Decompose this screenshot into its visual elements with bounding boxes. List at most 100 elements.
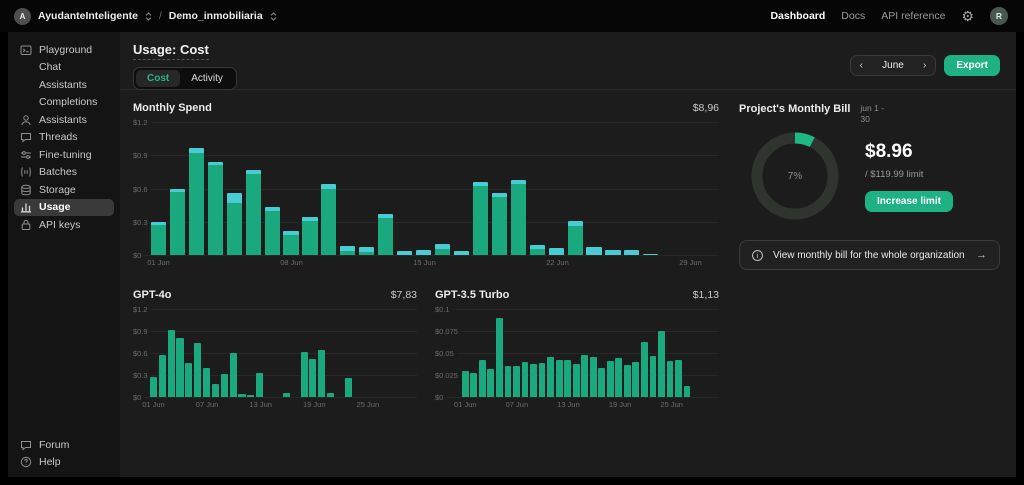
- bar-slot: [504, 309, 513, 397]
- spend-bar: [256, 372, 264, 397]
- sidebar-item-storage[interactable]: Storage: [14, 181, 114, 199]
- usage-percent: 7%: [787, 170, 803, 182]
- chevron-updown-icon[interactable]: [270, 11, 277, 21]
- sidebar-item-assistants[interactable]: Assistants: [14, 111, 114, 129]
- bar-slot: [691, 309, 700, 397]
- bar-segment-main: [658, 331, 665, 397]
- sidebar-item-playground[interactable]: Playground: [14, 41, 114, 59]
- sidebar-item-forum[interactable]: Forum: [14, 436, 114, 454]
- y-axis-tick: $0.075: [435, 328, 461, 336]
- x-axis: 01 Jun 07 Jun 13 Jun 19 Jun 25 Jun: [454, 400, 719, 412]
- increase-limit-button[interactable]: Increase limit: [865, 190, 953, 212]
- tab-activity[interactable]: Activity: [191, 73, 223, 84]
- y-axis-tick: $1.2: [133, 306, 151, 314]
- sidebar-item-api-keys[interactable]: API keys: [14, 216, 114, 234]
- nav-link-api-reference[interactable]: API reference: [881, 10, 946, 22]
- help-icon: [20, 456, 32, 468]
- gridline: $0: [435, 394, 719, 402]
- bar-slot: [149, 309, 158, 397]
- spend-bar: [229, 353, 237, 397]
- bill-limit: / $119.99 limit: [865, 168, 924, 180]
- spend-bar: [470, 373, 478, 397]
- bar-slot: [632, 309, 641, 397]
- bar-segment-main: [283, 235, 299, 255]
- spend-bar: [675, 360, 682, 397]
- bar-slot: [308, 309, 317, 397]
- gridline: $0.05: [435, 350, 719, 358]
- spend-bar: [530, 364, 537, 397]
- bar-slot: [657, 309, 666, 397]
- bar-segment-gpt35: [321, 184, 337, 189]
- bar-slot: [414, 122, 433, 255]
- usage-header: Usage: Cost Cost Activity ‹ June › Export: [120, 32, 1016, 90]
- sidebar-item-usage[interactable]: Usage: [14, 198, 114, 216]
- next-month-button[interactable]: ›: [922, 59, 927, 71]
- bar-slot: [335, 309, 344, 397]
- spend-bar: [321, 184, 337, 255]
- user-avatar[interactable]: R: [990, 7, 1008, 25]
- sidebar-item-fine-tuning[interactable]: Fine-tuning: [14, 146, 114, 164]
- bar-slot: [158, 309, 167, 397]
- bar-segment-main: [327, 393, 335, 397]
- usage-donut: 7%: [747, 128, 843, 224]
- sidebar-item-assistants[interactable]: Assistants: [14, 76, 114, 94]
- assistants-icon: [20, 114, 32, 126]
- bar-segment-main: [649, 355, 657, 397]
- sidebar-item-help[interactable]: Help: [14, 454, 114, 472]
- spend-bar: [150, 221, 167, 255]
- bar-segment-gpt35: [567, 220, 583, 227]
- chevron-updown-icon[interactable]: [145, 11, 152, 21]
- chart-plot: $1.2 $0.9 $0.6 $0.3 $0 01 Jun 08 Jun 15 Jun 22 J…: [133, 119, 719, 267]
- bar-segment-main: [176, 337, 184, 397]
- bar-segment-main: [521, 361, 529, 397]
- prev-month-button[interactable]: ‹: [859, 59, 863, 71]
- spend-bar: [623, 365, 631, 397]
- project-name[interactable]: Demo_inmobiliaria: [168, 10, 263, 22]
- bar-slot: [353, 309, 362, 397]
- bar-segment-main: [495, 317, 503, 397]
- spend-bar: [643, 253, 659, 255]
- spend-bar: [185, 362, 193, 397]
- org-name[interactable]: AyudanteInteligente: [38, 10, 138, 22]
- org-bill-link[interactable]: i View monthly bill for the whole organi…: [739, 240, 1000, 271]
- page-title: Usage: Cost: [133, 42, 209, 60]
- gear-icon[interactable]: ⚙: [961, 8, 974, 24]
- bar-segment-gpt35: [359, 247, 375, 252]
- bar-slot: [580, 309, 589, 397]
- spend-bar: [340, 245, 356, 255]
- bar-segment-main: [282, 393, 290, 397]
- export-button[interactable]: Export: [944, 55, 1000, 76]
- bar-slot: [317, 309, 326, 397]
- sidebar: Playground Chat Assistants Completions Assis…: [8, 32, 120, 477]
- bar-segment-main: [510, 184, 526, 255]
- bar-segment-main: [504, 366, 512, 397]
- bar-segment-gpt35: [169, 188, 185, 192]
- bar-slot: [478, 309, 487, 397]
- spend-bar: [434, 244, 451, 255]
- spend-bar: [220, 374, 228, 397]
- spend-bar: [282, 393, 290, 397]
- spend-bar: [461, 370, 469, 397]
- sidebar-item-batches[interactable]: Batches: [14, 164, 114, 182]
- bar-slot: [470, 309, 479, 397]
- bar-slot: [572, 309, 581, 397]
- bar-segment-main: [188, 153, 204, 255]
- spend-bar: [300, 351, 308, 397]
- nav-link-dashboard[interactable]: Dashboard: [770, 10, 826, 22]
- bar-slot: [585, 122, 604, 255]
- tab-cost[interactable]: Cost: [136, 70, 181, 87]
- bar-segment-main: [461, 370, 469, 397]
- sidebar-item-completions[interactable]: Completions: [14, 94, 114, 112]
- sidebar-item-threads[interactable]: Threads: [14, 129, 114, 147]
- bar-segment-main: [598, 367, 606, 397]
- sidebar-item-chat[interactable]: Chat: [14, 59, 114, 77]
- bar-slot: [509, 122, 528, 255]
- bar-slot: [397, 309, 406, 397]
- chart-plot: $0.1 $0.075 $0.05 $0.025 $0 01 Jun 07 Jun 13 Ju…: [435, 306, 719, 409]
- nav-link-docs[interactable]: Docs: [841, 10, 866, 22]
- spend-bar: [318, 350, 326, 397]
- bar-slot: [301, 122, 320, 255]
- sidebar-item-label: Assistants: [39, 78, 87, 91]
- bar-segment-gpt35: [434, 244, 451, 250]
- monthly-spend-chart: Monthly Spend $8,96 $1.2 $0.9 $0.6 $0.3 $0 01 J…: [133, 102, 719, 267]
